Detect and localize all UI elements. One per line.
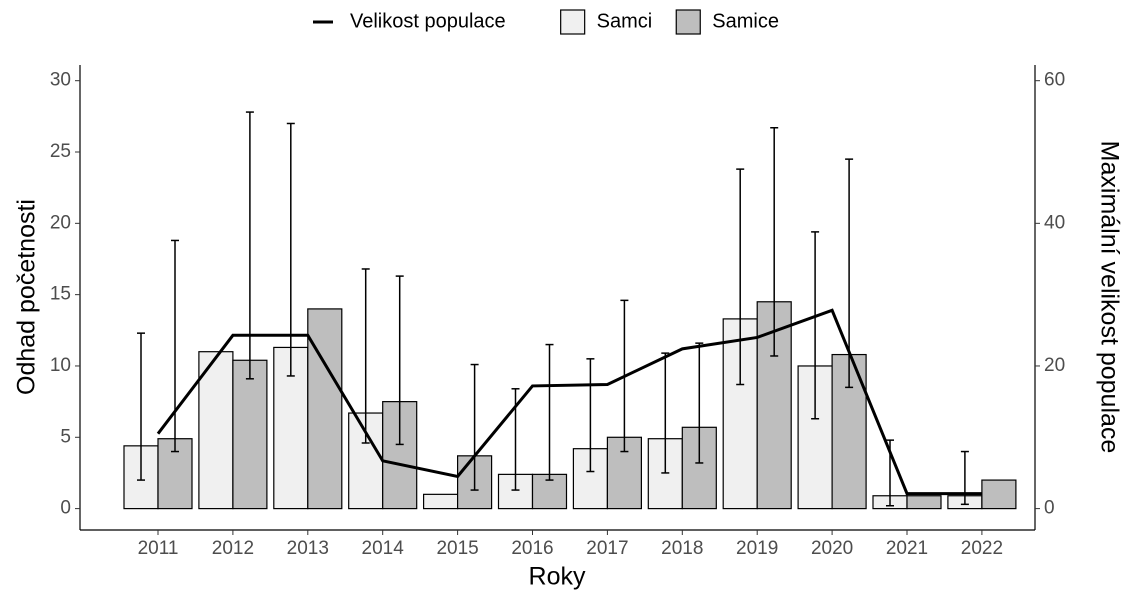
x-tick-label: 2012 (212, 538, 254, 559)
x-axis-title: Roky (529, 563, 586, 591)
error-bar (137, 332, 145, 481)
x-tick-label: 2021 (886, 538, 928, 559)
x-tick-label: 2015 (436, 538, 478, 559)
bar (232, 359, 268, 510)
y2-tick-label: 0 (1044, 498, 1055, 519)
error-bar (770, 127, 779, 357)
error-bar (171, 239, 179, 453)
bar (981, 479, 1017, 510)
y-tick-label: 5 (60, 426, 71, 447)
y2-tick-label: 40 (1044, 212, 1065, 233)
x-tick-label: 2016 (511, 538, 553, 559)
error-bar (395, 275, 404, 446)
x-tick-label: 2013 (287, 538, 329, 559)
bar (906, 495, 942, 510)
error-bar (960, 450, 969, 506)
error-bar (545, 343, 554, 481)
line (156, 308, 982, 496)
legend-swatch (675, 9, 701, 35)
y-axis-title: Odhad početnosti (13, 199, 41, 395)
error-bar (661, 352, 670, 474)
y-tick-label: 20 (50, 212, 71, 233)
x-tick-label: 2022 (961, 538, 1003, 559)
y2-axis-title: Maximální velikost populace (1095, 141, 1123, 454)
error-bar (811, 231, 820, 420)
legend-label: Velikost populace (350, 10, 506, 32)
legend-label: Samice (712, 10, 779, 32)
x-tick-label: 2014 (362, 538, 405, 559)
error-bar (736, 168, 745, 386)
y-tick-label: 15 (50, 284, 71, 305)
x-tick-label: 2011 (138, 538, 179, 559)
error-bar (695, 342, 704, 464)
x-tick-label: 2020 (811, 538, 853, 559)
legend-label: Samci (597, 10, 653, 32)
x-tick-label: 2018 (661, 538, 703, 559)
x-tick-label: 2019 (736, 538, 778, 559)
y2-tick-label: 20 (1044, 355, 1065, 376)
y-tick-label: 0 (60, 498, 71, 519)
error-bar (286, 122, 295, 377)
bar (198, 351, 234, 510)
bar (307, 308, 343, 510)
error-bar (245, 111, 254, 380)
x-tick-label: 2017 (586, 538, 628, 559)
y2-tick-label: 60 (1044, 70, 1065, 91)
bar (681, 426, 717, 510)
y-tick-label: 25 (50, 141, 71, 162)
y-tick-label: 30 (50, 70, 71, 91)
y-tick-label: 10 (50, 355, 71, 376)
error-bar (470, 363, 479, 491)
legend-swatch (560, 9, 586, 35)
bar (273, 346, 309, 510)
bar (423, 493, 459, 510)
error-bar (586, 358, 595, 473)
error-bar (361, 268, 370, 444)
